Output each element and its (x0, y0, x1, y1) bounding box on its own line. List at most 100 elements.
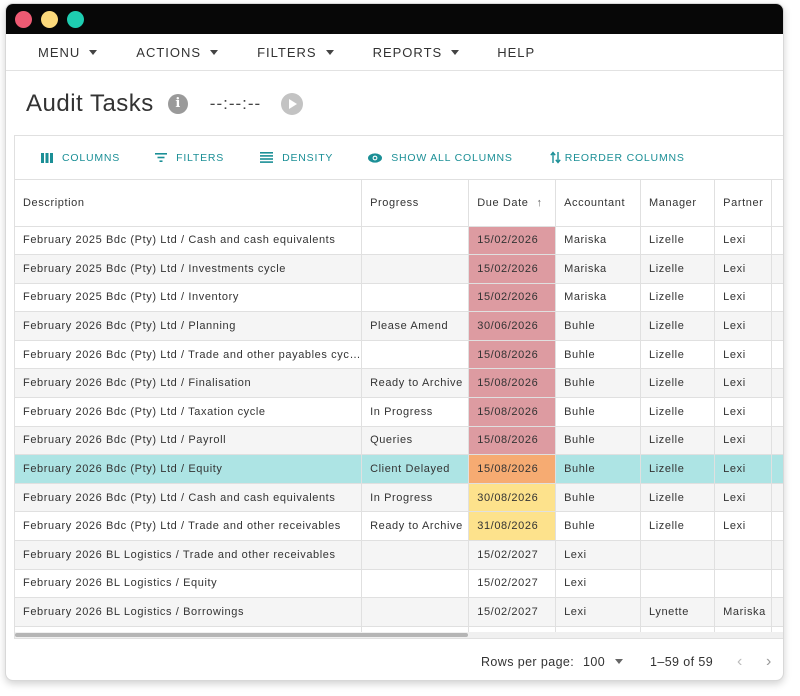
cell-description: February 2026 BL Logistics / Borrowings (15, 597, 363, 627)
cell-accountant: Lexi (555, 597, 642, 627)
pagination-footer: Rows per page: 100 1–59 of 59 ‹ › (6, 641, 783, 680)
menu-menu[interactable]: MENU (38, 44, 98, 60)
title-bar (6, 4, 783, 34)
cell-due-date: 15/02/2027 (468, 569, 557, 599)
cell-partner: Lexi (714, 226, 773, 256)
info-icon[interactable]: i (167, 93, 188, 114)
cell-progress: Please Amend (361, 311, 470, 341)
cell-accountant: Lexi (555, 540, 642, 570)
menu-filters[interactable]: FILTERS (257, 45, 334, 60)
table-row[interactable]: February 2025 Bdc (Pty) Ltd / Inventory 1… (15, 283, 783, 313)
cell-due-date: 30/08/2026 (468, 483, 557, 513)
cell-due-date: 15/08/2026 (468, 340, 557, 370)
cell-accountant: Buhle (555, 426, 642, 456)
table-row[interactable]: February 2025 Bdc (Pty) Ltd / Investment… (15, 254, 783, 284)
menu-actions[interactable]: ACTIONS (136, 44, 219, 60)
cell-manager: Lizelle (640, 454, 716, 484)
reorder-columns-label: REORDER COLUMNS (564, 151, 685, 164)
maximize-window-dot[interactable] (67, 10, 84, 28)
column-header-partner[interactable]: Partner (714, 180, 773, 227)
chevron-left-icon[interactable]: ‹ (737, 652, 743, 670)
close-window-dot[interactable] (15, 10, 32, 28)
show-all-columns-button[interactable]: SHOW ALL COLUMNS (368, 152, 513, 164)
column-header-manager[interactable]: Manager (640, 180, 716, 227)
cell-manager: Lizelle (640, 511, 716, 542)
column-header-label: Description (23, 196, 85, 209)
column-header-due-date[interactable]: Due Date ↑ (468, 180, 557, 227)
cell-progress (361, 226, 470, 256)
cell-accountant: Buhle (555, 483, 642, 513)
grid-toolbar: COLUMNS FILTERS DENSITY SHOW ALL COLUMNS (15, 136, 783, 180)
cell-due-date: 15/08/2026 (468, 368, 557, 399)
table-row[interactable]: February 2026 BL Logistics / Equity 15/02… (15, 569, 783, 599)
columns-icon (41, 152, 53, 163)
menu-reports[interactable]: REPORTS (373, 45, 460, 60)
density-button-label: DENSITY (282, 151, 334, 164)
cell-overflow (771, 511, 783, 542)
column-header-progress[interactable]: Progress (361, 180, 470, 227)
filter-icon (155, 153, 168, 162)
cell-manager: Lizelle (640, 397, 716, 427)
cell-partner: Lexi (714, 483, 773, 513)
minimize-window-dot[interactable] (41, 10, 58, 28)
cell-partner: Lexi (714, 254, 773, 284)
cell-description: February 2026 BL Logistics / Trade and o… (15, 540, 363, 570)
column-header-description[interactable]: Description (15, 180, 363, 227)
rows-per-page-select[interactable]: 100 (583, 654, 624, 669)
cell-manager: Lizelle (640, 311, 716, 341)
page-header: Audit Tasks i --:--:-- (6, 71, 783, 136)
reorder-columns-button[interactable]: REORDER COLUMNS (550, 151, 685, 164)
cell-partner: Lexi (714, 454, 773, 484)
cell-overflow (771, 368, 783, 399)
app-window: MENU ACTIONS FILTERS REPORTS HELP Audit … (5, 3, 784, 681)
cell-progress: In Progress (361, 483, 470, 513)
scrollbar-thumb[interactable] (15, 633, 468, 637)
cell-description: February 2026 Bdc (Pty) Ltd / Planning (15, 311, 363, 341)
cell-partner (714, 569, 773, 599)
table-row[interactable]: February 2026 Bdc (Pty) Ltd / Cash and c… (15, 483, 783, 513)
pagination-range: 1–59 of 59 (650, 654, 714, 669)
cell-due-date: 30/06/2026 (468, 311, 557, 341)
cell-overflow (771, 397, 783, 427)
data-grid: COLUMNS FILTERS DENSITY SHOW ALL COLUMNS (14, 135, 783, 639)
horizontal-scrollbar[interactable] (15, 632, 783, 638)
table-row[interactable]: February 2026 Bdc (Pty) Ltd / Taxation c… (15, 397, 783, 427)
menu-menu-label: MENU (38, 44, 81, 60)
table-row[interactable]: February 2026 Bdc (Pty) Ltd / Payroll Que… (15, 426, 783, 456)
cell-due-date: 15/08/2026 (468, 426, 557, 456)
menu-help[interactable]: HELP (497, 45, 535, 60)
sort-ascending-icon[interactable]: ↑ (536, 196, 543, 209)
cell-manager: Lynette (640, 597, 716, 627)
column-header-label: Progress (370, 196, 419, 209)
cell-progress: Ready to Archive (361, 511, 470, 542)
cell-partner: Lexi (714, 426, 773, 456)
menu-actions-label: ACTIONS (136, 44, 202, 60)
cell-description: February 2026 Bdc (Pty) Ltd / Trade and … (15, 511, 363, 542)
play-icon[interactable] (281, 92, 304, 115)
chevron-right-icon[interactable]: › (766, 652, 772, 670)
table-row[interactable]: February 2025 Bdc (Pty) Ltd / Cash and c… (15, 226, 783, 256)
table-row[interactable]: February 2026 Bdc (Pty) Ltd / Trade and … (15, 340, 783, 370)
columns-button[interactable]: COLUMNS (41, 152, 120, 164)
cell-overflow (771, 226, 783, 256)
filters-button[interactable]: FILTERS (155, 152, 224, 164)
caret-down-icon (325, 49, 334, 55)
table-row[interactable]: February 2026 Bdc (Pty) Ltd / Planning Pl… (15, 311, 783, 341)
cell-progress (361, 283, 470, 313)
column-header-label: Accountant (564, 196, 626, 209)
caret-down-icon (615, 659, 624, 664)
menu-filters-label: FILTERS (257, 44, 317, 60)
cell-partner: Lexi (714, 397, 773, 427)
cell-progress (361, 597, 470, 627)
table-row[interactable]: February 2026 Bdc (Pty) Ltd / Trade and … (15, 511, 783, 542)
table-row[interactable]: February 2026 Bdc (Pty) Ltd / Finalisati… (15, 368, 783, 399)
density-icon (260, 152, 274, 163)
table-row[interactable]: February 2026 BL Logistics / Borrowings 1… (15, 597, 783, 627)
table-row[interactable]: February 2026 Bdc (Pty) Ltd / Equity Clie… (15, 454, 783, 484)
rows-per-page-value: 100 (583, 654, 606, 669)
column-header-accountant[interactable]: Accountant (555, 180, 642, 227)
rows-per-page-label: Rows per page: (481, 654, 575, 669)
cell-description: February 2026 Bdc (Pty) Ltd / Taxation c… (15, 397, 363, 427)
table-row[interactable]: February 2026 BL Logistics / Trade and o… (15, 540, 783, 570)
density-button[interactable]: DENSITY (260, 152, 333, 164)
